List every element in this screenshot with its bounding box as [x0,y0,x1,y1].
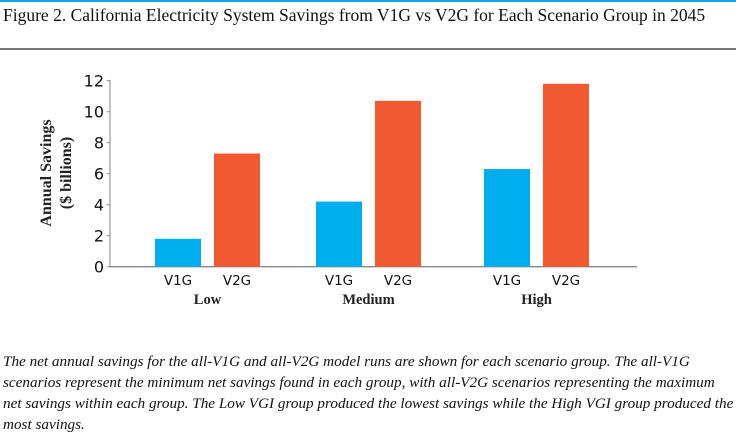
group-label: Low [194,292,222,308]
top-accent-line [0,0,736,2]
bar-low-v1g [155,238,201,267]
group-label: Medium [342,292,394,308]
y-axis-label-line2: ($ billions) [58,137,75,209]
x-tick-label: V2G [384,273,412,289]
figure-caption: The net annual savings for the all-V1G a… [3,353,734,433]
group-label: High [521,292,552,308]
y-tick-label: 4 [94,196,104,215]
y-tick-label: 12 [84,72,104,91]
bar-chart: 0 2 4 6 8 10 12 Annual Savings ($ billions) V1G V2… [38,72,637,308]
bar-medium-v2g [375,100,421,267]
x-tick-label: V1G [493,273,521,289]
y-axis-label: Annual Savings ($ billions) [38,119,75,226]
bar-medium-v1g [316,201,362,267]
bar-high-v1g [484,169,530,267]
y-tick-label: 10 [84,103,104,122]
x-tick-label: V2G [552,273,580,289]
y-tick-label: 2 [94,227,104,246]
y-tick-label: 0 [94,258,104,277]
title-divider [0,48,736,50]
x-tick-label: V2G [223,273,251,289]
figure-title: Figure 2. California Electricity System … [3,5,706,25]
y-tick-label: 8 [94,134,104,153]
bar-low-v2g [214,153,260,267]
x-tick-label: V1G [325,273,353,289]
y-tick-label: 6 [94,165,104,184]
bar-high-v2g [543,83,589,267]
x-tick-label: V1G [164,273,192,289]
y-axis-label-line1: Annual Savings [38,119,55,226]
